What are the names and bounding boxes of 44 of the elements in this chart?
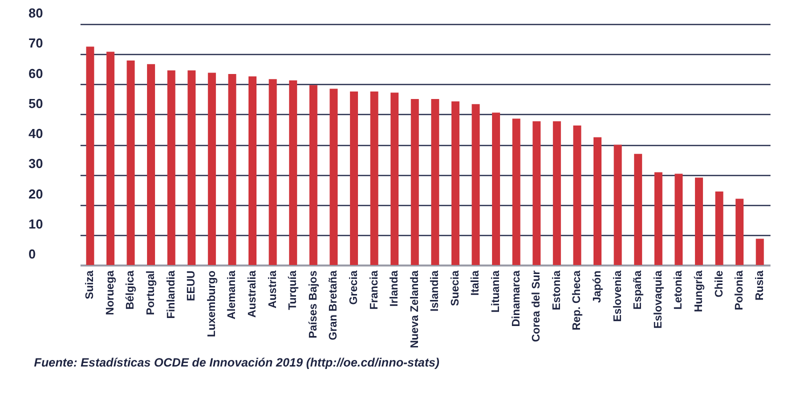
x-tick-label: Suiza <box>84 270 96 300</box>
x-tick-label: Nueva Zelanda <box>408 270 421 348</box>
x-tick-label: Austria <box>266 270 279 308</box>
y-tick-label: 80 <box>28 6 43 20</box>
x-tick-label: Bélgica <box>124 270 137 310</box>
y-tick-label: 70 <box>28 36 43 51</box>
x-tick-label: Lituania <box>490 270 502 313</box>
x-tick-label: Suecia <box>449 270 462 306</box>
x-tick-label: EEUU <box>186 270 198 302</box>
y-tick-label: 60 <box>28 66 43 81</box>
x-tick-label: Australia <box>246 270 258 318</box>
y-tick-label: 40 <box>28 126 43 141</box>
x-tick-label: Portugal <box>145 270 158 316</box>
x-tick-label: Chile <box>713 270 726 298</box>
x-tick-label: Estonia <box>550 270 563 310</box>
x-tick-label: Irlanda <box>388 270 401 307</box>
x-tick-label: Eslovenia <box>612 270 624 322</box>
x-tick-label: Rusia <box>754 270 766 300</box>
x-tick-label: Grecia <box>348 270 360 305</box>
y-tick-label: 20 <box>28 186 43 202</box>
x-tick-label: Islandia <box>429 270 442 312</box>
source-note: Fuente: Estadísticas OCDE de Innovación 2019 (http://oe.cd/inno-stats) <box>34 356 440 370</box>
x-tick-label: Corea del Sur <box>530 270 543 342</box>
x-tick-label: Eslovaquia <box>652 270 664 329</box>
x-tick-label: Letonia <box>672 270 685 310</box>
x-tick-label: Finlandia <box>165 270 178 319</box>
x-tick-label: Hungría <box>692 270 705 312</box>
x-tick-label: Francia <box>368 270 380 310</box>
x-tick-label: Países Bajos <box>307 270 320 338</box>
x-tick-label: Polonia <box>734 270 746 310</box>
x-tick-label: Noruega <box>104 270 116 316</box>
x-tick-label: Japón <box>592 270 604 303</box>
x-tick-label: Alemania <box>226 270 238 320</box>
x-tick-label: España <box>632 270 644 310</box>
y-tick-label: 50 <box>28 96 43 111</box>
y-tick-label: 0 <box>28 246 36 262</box>
y-tick-label: 30 <box>28 156 43 172</box>
x-tick-label: Gran Bretaña <box>328 270 340 340</box>
x-tick-label: Luxemburgo <box>206 270 218 338</box>
y-tick-label: 10 <box>28 216 43 232</box>
x-tick-label: Dinamarca <box>510 270 522 327</box>
x-tick-label: Italia <box>470 270 482 296</box>
x-tick-label: Turquía <box>287 270 300 310</box>
x-tick-label: Rep. Checa <box>571 270 584 330</box>
